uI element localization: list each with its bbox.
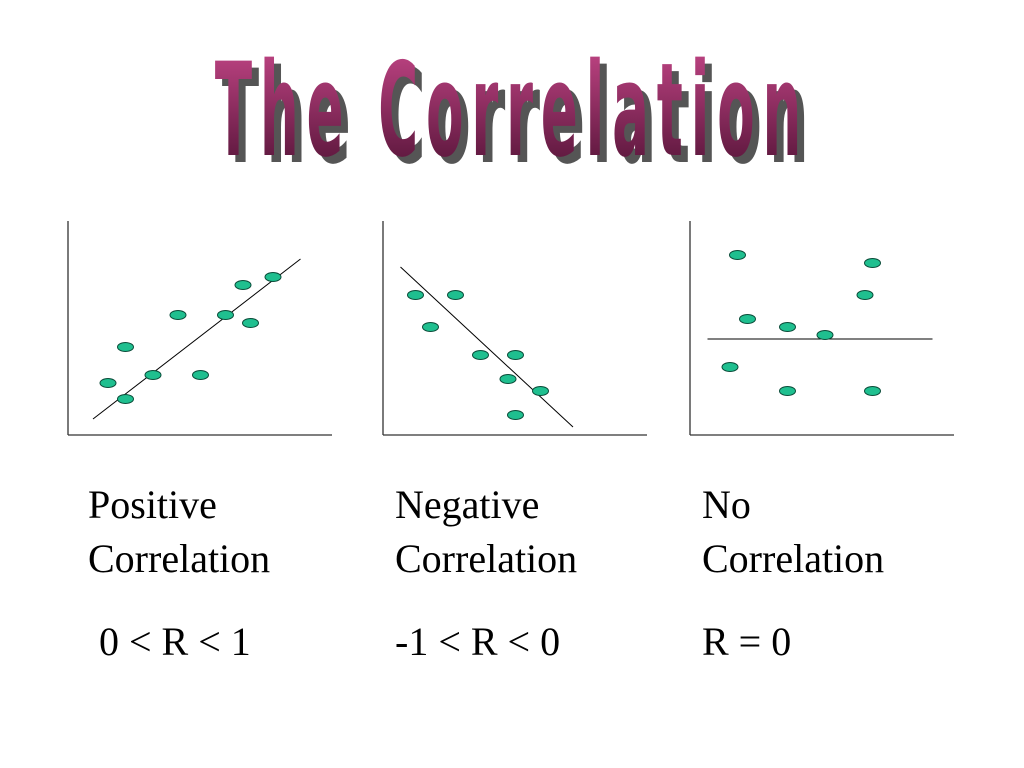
positive-formula: 0 < R < 1: [99, 619, 251, 664]
caption-line: Correlation: [395, 536, 578, 581]
data-point: [242, 318, 259, 328]
data-point: [217, 310, 234, 320]
data-point: [816, 330, 834, 340]
positive-correlation-plot: [62, 215, 337, 440]
data-point: [721, 362, 739, 372]
data-point: [407, 290, 424, 300]
data-point: [192, 370, 209, 380]
data-point: [864, 386, 881, 396]
caption-line: Correlation: [702, 536, 885, 581]
negative-formula: -1 < R < 0: [395, 619, 561, 664]
data-point: [99, 378, 117, 388]
slide-title-text: The Correlation: [215, 36, 809, 168]
caption-line: Positive: [88, 482, 217, 527]
caption-line: No: [702, 482, 751, 527]
trend-line: [400, 266, 574, 428]
data-point: [739, 314, 756, 324]
slide-title-graphic: The Correlation The Correlation: [215, 36, 816, 168]
data-point: [499, 374, 517, 384]
slide-title: The Correlation The Correlation: [0, 18, 1024, 168]
data-point: [422, 322, 439, 332]
data-point: [779, 386, 796, 396]
no-correlation-plot: [684, 215, 959, 440]
data-point: [264, 272, 282, 282]
data-point: [234, 280, 252, 290]
no-correlation-formula: R = 0: [702, 619, 792, 664]
no-correlation-scatter-svg: [689, 221, 954, 436]
data-point: [532, 386, 549, 396]
data-point: [117, 394, 134, 404]
data-point: [507, 410, 524, 420]
caption-line: Negative: [395, 482, 540, 527]
data-point: [729, 250, 746, 260]
data-point: [472, 350, 489, 360]
data-point: [779, 322, 796, 332]
positive-scatter-svg: [67, 221, 332, 436]
data-point: [507, 350, 524, 360]
data-point: [117, 342, 134, 352]
trend-line: [92, 258, 301, 420]
data-point: [856, 290, 874, 300]
data-point: [144, 370, 162, 380]
negative-caption: Negative Correlation: [395, 478, 655, 586]
slide-title-shadow: The Correlation: [222, 43, 816, 168]
no-correlation-caption: No Correlation: [702, 478, 962, 586]
data-point: [169, 310, 187, 320]
negative-scatter-svg: [382, 221, 647, 436]
caption-line: Correlation: [88, 536, 271, 581]
positive-caption: Positive Correlation: [88, 478, 348, 586]
data-point: [447, 290, 464, 300]
data-point: [864, 258, 881, 268]
negative-correlation-plot: [377, 215, 652, 440]
